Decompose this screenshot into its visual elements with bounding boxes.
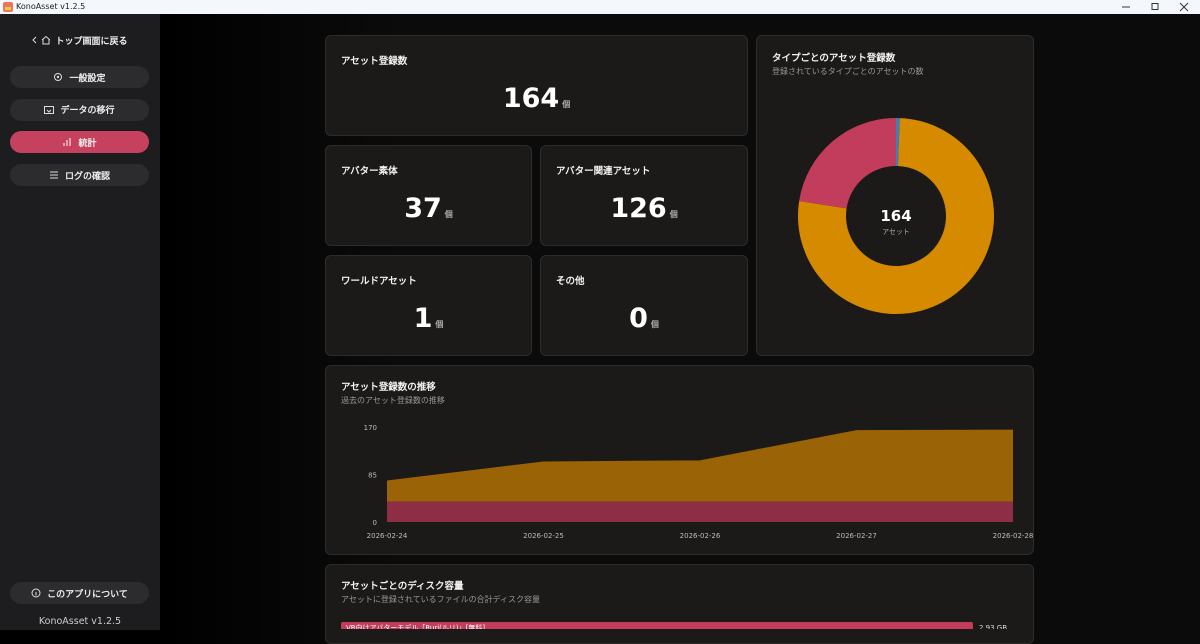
donut-slice (799, 118, 896, 209)
stat-unit: 個 (669, 210, 678, 219)
back-text: トップ画面に戻る (55, 36, 128, 47)
disk-card: アセットごとのディスク容量 アセットに登録されているファイルの合計ディスク容量 … (325, 564, 1034, 644)
bar-label: VR向けアバターモデル「Ruri(ルリ)」[無料] (346, 623, 485, 629)
nav-icon (63, 138, 71, 147)
stat-unit: 個 (650, 320, 659, 329)
nav-label: ログの確認 (64, 171, 110, 182)
stat-label: その他 (556, 276, 585, 287)
window-title: KonoAsset v1.2.5 (16, 2, 86, 11)
stat-unit: 個 (562, 100, 571, 109)
y-tick-label: 0 (373, 519, 377, 527)
nav-item[interactable]: データの移行 (10, 98, 149, 121)
area-fill (387, 501, 1013, 522)
chart-title: タイプごとのアセット登録数 (772, 53, 896, 64)
x-tick-label: 2026-02-25 (523, 532, 564, 540)
area-card: アセット登録数の推移 過去のアセット登録数の推移 0 85 170 2026-02-2… (325, 365, 1034, 555)
chart-title: アセット登録数の推移 (341, 382, 436, 393)
nav-label: データの移行 (60, 106, 115, 117)
donut-slice (896, 118, 900, 167)
stat-card: アバター関連アセット 126 個 (540, 145, 748, 246)
chart-title: アセットごとのディスク容量 (341, 581, 464, 592)
nav-icon (54, 73, 63, 81)
stat-label: アセット登録数 (341, 56, 408, 67)
stat-label: アバター素体 (341, 166, 398, 177)
app-icon (3, 2, 13, 12)
area-fill (387, 430, 1013, 502)
nav-item[interactable]: 統計 (10, 131, 149, 154)
stat-unit: 個 (444, 210, 453, 219)
chart-subtitle: 過去のアセット登録数の推移 (341, 396, 445, 405)
chart-subtitle: アセットに登録されているファイルの合計ディスク容量 (341, 595, 541, 604)
stat-value: 1 (413, 303, 433, 334)
stat-card: アセット登録数 164 個 (325, 35, 748, 136)
donut-slice (798, 118, 994, 314)
nav-label: 一般設定 (69, 73, 106, 84)
bar-chart: VR向けアバターモデル「Ruri(ルリ)」[無料] 2.93 GB (341, 622, 1007, 629)
version: KonoAsset v1.2.5 (38, 616, 122, 627)
donut-chart: 164 アセット (798, 118, 994, 314)
about-text: このアプリについて (47, 589, 128, 600)
info-icon (31, 588, 41, 598)
x-tick-label: 2026-02-27 (836, 532, 877, 540)
stat-value: 164 (502, 83, 560, 114)
window-controls[interactable] (1110, 0, 1200, 14)
about-button[interactable]: このアプリについて (10, 582, 149, 604)
x-tick-label: 2026-02-24 (367, 532, 408, 540)
donut-card: タイプごとのアセット登録数 登録されているタイプごとのアセットの数 164 アセッ… (756, 35, 1034, 356)
sidebar: トップ画面に戻る 一般設定データの移行 統計ログの確認 このアプリについて Kon… (0, 14, 160, 630)
area-line (386, 429, 1014, 482)
stat-value: 0 (629, 303, 648, 334)
y-tick-label: 170 (364, 424, 377, 432)
nav-item[interactable]: ログの確認 (10, 164, 149, 187)
area-chart: 0 85 170 2026-02-24 2026-02-25 2026-02-26 2026… (364, 424, 1033, 540)
bar-value: 2.93 GB (979, 624, 1007, 629)
nav-icon (49, 171, 58, 179)
title-bar: KonoAsset v1.2.5 (0, 0, 1200, 14)
x-tick-label: 2026-02-28 (993, 532, 1033, 540)
back-link[interactable]: トップ画面に戻る (0, 32, 160, 48)
x-tick-label: 2026-02-26 (680, 532, 721, 540)
back-icon (32, 35, 51, 45)
stat-card: アバター素体 37 個 (325, 145, 532, 246)
stat-label: ワールドアセット (341, 276, 417, 287)
nav-label: 統計 (78, 138, 97, 149)
donut-center-value: 164 (880, 207, 911, 225)
stat-value: 37 (404, 193, 442, 224)
stat-unit: 個 (435, 320, 444, 329)
stat-label: アバター関連アセット (556, 166, 651, 177)
y-tick-label: 85 (368, 472, 377, 480)
chart-subtitle: 登録されているタイプごとのアセットの数 (772, 67, 924, 76)
stat-value: 126 (610, 193, 667, 224)
nav-icon (44, 105, 55, 114)
bar (341, 622, 973, 629)
donut-center-label: アセット (882, 228, 910, 236)
nav-item[interactable]: 一般設定 (10, 66, 149, 88)
